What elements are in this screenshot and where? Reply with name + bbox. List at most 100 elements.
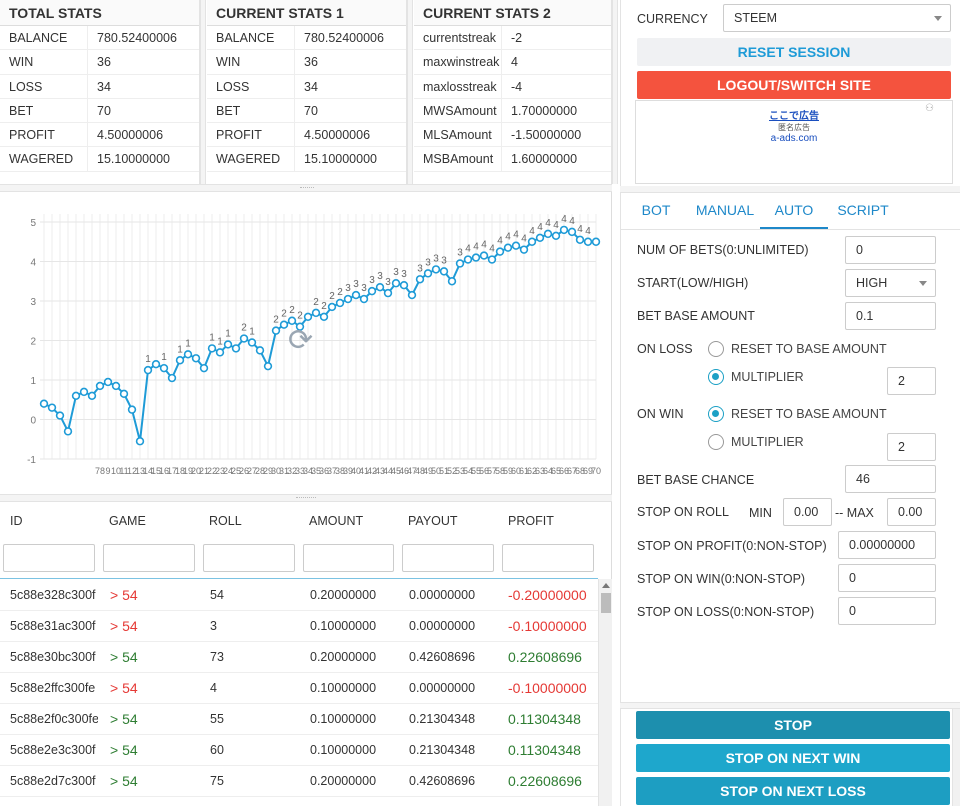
current1-stat-row: BALANCE 780.52400006 [207, 26, 406, 51]
x-tick-label: 32 [287, 466, 297, 476]
form-scrollbar[interactable] [952, 709, 960, 806]
table-row[interactable]: 5c88e2f0c300fe > 54 55 0.10000000 0.21304348… [0, 704, 598, 735]
header-id[interactable]: ID [10, 514, 23, 528]
cell-id: 5c88e2f0c300fe [10, 712, 98, 726]
on-win-multiplier-radio[interactable] [708, 434, 724, 450]
table-row[interactable]: 5c88e31ac300f > 54 3 0.10000000 0.00000000 -0… [0, 611, 598, 642]
reset-session-button[interactable]: RESET SESSION [637, 38, 951, 66]
series-line [43, 228, 596, 442]
table-row[interactable]: 5c88e30bc300f > 54 73 0.20000000 0.42608696 0… [0, 642, 598, 673]
base-amount-input[interactable]: 0.1 [845, 302, 936, 330]
data-point [223, 340, 233, 349]
chart-table-splitter[interactable] [0, 494, 612, 502]
filter-id-input[interactable] [3, 544, 95, 572]
tab-script[interactable]: SCRIPT [837, 202, 889, 218]
filter-game-input[interactable] [103, 544, 195, 572]
current2-stat-value: 4 [511, 55, 518, 70]
currency-select[interactable]: STEEM [723, 4, 951, 32]
x-tick-label: 37 [327, 466, 337, 476]
filter-amount-input[interactable] [303, 544, 394, 572]
roll-min-input[interactable]: 0.00 [783, 498, 832, 526]
table-row[interactable]: 5c88e328c300f > 54 54 0.20000000 0.00000000 -… [0, 580, 598, 611]
num-bets-input[interactable]: 0 [845, 236, 936, 264]
table-row[interactable]: 5c88e2ffc300fe > 54 4 0.10000000 0.00000000 -… [0, 673, 598, 704]
on-loss-multiplier-label[interactable]: MULTIPLIER [731, 370, 804, 384]
total-stat-value: 36 [97, 55, 111, 70]
on-loss-reset-label[interactable]: RESET TO BASE AMOUNT [731, 342, 887, 356]
total-stat-key: BET [0, 98, 88, 123]
data-point [71, 391, 81, 401]
cell-id: 5c88e30bc300f [10, 650, 96, 664]
x-tick-label: 43 [375, 466, 385, 476]
data-label: 4 [489, 244, 495, 255]
ad-options-icon[interactable]: ⚇ [925, 103, 934, 114]
header-game[interactable]: GAME [109, 514, 146, 528]
stop-on-next-win-button[interactable]: STOP ON NEXT WIN [636, 744, 950, 772]
data-label: 4 [585, 226, 591, 237]
stop-profit-input[interactable]: 0.00000000 [838, 531, 936, 559]
header-payout[interactable]: PAYOUT [408, 514, 458, 528]
ad-link[interactable]: ここで広告 [769, 111, 819, 122]
current1-stat-key: LOSS [207, 74, 295, 98]
filter-payout-input[interactable] [402, 544, 494, 572]
data-label: 3 [417, 263, 423, 274]
tab-bot[interactable]: BOT [641, 202, 671, 218]
y-tick-label: 3 [30, 297, 36, 308]
cell-roll: 75 [210, 774, 224, 788]
tab-manual[interactable]: MANUAL [695, 202, 755, 218]
cell-payout: 0.21304348 [409, 743, 476, 757]
table-row[interactable]: 5c88e2d7c300f > 54 75 0.20000000 0.42608696 0… [0, 766, 598, 797]
start-select[interactable]: HIGH [845, 269, 936, 297]
data-point [423, 269, 433, 278]
x-tick-label: 42 [367, 466, 377, 476]
currency-label: CURRENCY [637, 12, 708, 26]
header-profit[interactable]: PROFIT [508, 514, 554, 528]
roll-max-input[interactable]: 0.00 [887, 498, 936, 526]
top-splitter[interactable] [0, 184, 612, 192]
stats-splitter-2[interactable] [407, 0, 413, 184]
current1-stat-value: 70 [304, 103, 318, 118]
on-win-reset-label[interactable]: RESET TO BASE AMOUNT [731, 407, 887, 421]
cell-payout: 0.42608696 [409, 650, 476, 664]
y-tick-label: 1 [30, 376, 36, 387]
table-scrollbar[interactable] [598, 579, 612, 806]
on-win-reset-radio[interactable] [708, 406, 724, 422]
stop-loss-input[interactable]: 0 [838, 597, 936, 625]
stop-button[interactable]: STOP [636, 711, 950, 739]
loss-multiplier-input[interactable]: 2 [887, 367, 936, 395]
stop-on-next-loss-button[interactable]: STOP ON NEXT LOSS [636, 777, 950, 805]
x-tick-label: 44 [383, 466, 393, 476]
scroll-up-arrow[interactable] [602, 583, 610, 588]
filter-profit-input[interactable] [502, 544, 594, 572]
logout-switch-site-button[interactable]: LOGOUT/SWITCH SITE [637, 71, 951, 99]
base-chance-input[interactable]: 46 [845, 465, 936, 493]
stats-splitter-1[interactable] [200, 0, 206, 184]
ad-banner[interactable]: ここで広告 匿名広告 a-ads.com ⚇ [635, 100, 953, 184]
table-row[interactable]: 5c88e2e3c300f > 54 60 0.10000000 0.21304348 0… [0, 735, 598, 766]
table-header: ID GAME ROLL AMOUNT PAYOUT PROFIT [0, 502, 598, 538]
filter-roll-input[interactable] [203, 544, 295, 572]
data-point [359, 294, 369, 304]
stop-win-input[interactable]: 0 [838, 564, 936, 592]
on-loss-reset-radio[interactable] [708, 341, 724, 357]
x-tick-label: 49 [423, 466, 433, 476]
stats-splitter-3[interactable] [612, 0, 618, 184]
header-amount[interactable]: AMOUNT [309, 514, 364, 528]
on-win-multiplier-label[interactable]: MULTIPLIER [731, 435, 804, 449]
scroll-thumb[interactable] [601, 593, 611, 613]
data-point [503, 243, 513, 252]
data-point [247, 338, 257, 347]
ad-subtitle: 匿名広告 [778, 123, 810, 132]
tab-auto[interactable]: AUTO [760, 193, 828, 229]
data-point [543, 229, 553, 239]
total-stat-row: PROFIT 4.50000006 [0, 123, 199, 148]
current-stats-1-panel: CURRENT STATS 1 BALANCE 780.52400006 WIN 36… [207, 0, 407, 184]
refresh-icon[interactable]: ⟳ [288, 324, 314, 357]
cell-profit: 0.11304348 [508, 742, 581, 758]
on-loss-multiplier-radio[interactable] [708, 369, 724, 385]
x-tick-label: 38 [335, 466, 345, 476]
header-roll[interactable]: ROLL [209, 514, 242, 528]
total-stat-key: LOSS [0, 74, 88, 98]
win-multiplier-input[interactable]: 2 [887, 433, 936, 461]
data-label: 3 [425, 257, 431, 268]
